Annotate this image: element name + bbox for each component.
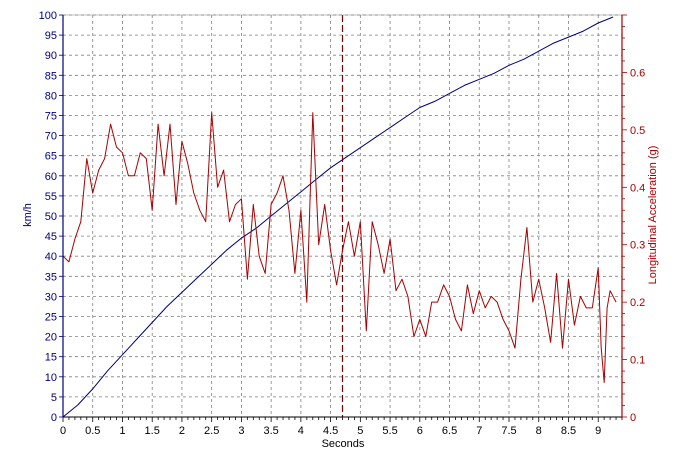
y-right-tick-label: 0 — [630, 412, 636, 424]
y-right-tick-label: 0.6 — [630, 67, 645, 79]
y-axis-right-label: Longitudinal Acceleration (g) — [647, 146, 659, 285]
series-layer — [62, 16, 617, 418]
x-tick-label: 8.5 — [561, 425, 576, 437]
speed-series-line — [62, 16, 614, 418]
x-tick-label: 1.5 — [145, 425, 160, 437]
x-tick-label: 9 — [595, 425, 601, 437]
y-left-tick-label: 70 — [45, 131, 57, 143]
y-left-tick-label: 80 — [45, 90, 57, 102]
y-left-tick-label: 30 — [45, 291, 57, 303]
x-tick-label: 0 — [60, 425, 66, 437]
x-tick-label: 4.5 — [323, 425, 338, 437]
y-left-tick-label: 15 — [45, 352, 57, 364]
y-right-tick-label: 0.3 — [630, 240, 645, 252]
y-left-tick-label: 65 — [45, 151, 57, 163]
acceleration-series-line — [62, 112, 617, 383]
x-tick-label: 6.5 — [442, 425, 457, 437]
y-right-tick-label: 0.4 — [630, 182, 645, 194]
x-tick-label: 2.5 — [204, 425, 219, 437]
x-tick-label: 7.5 — [501, 425, 516, 437]
x-tick-label: 0.5 — [85, 425, 100, 437]
x-axis-label: Seconds — [322, 438, 365, 450]
y-right-tick-label: 0.5 — [630, 125, 645, 137]
axes: 0 0.5 1 1.5 2 2.5 3 3.5 4 4.5 5 5.5 6 6.5 7 7.5 8 8.5 9051… — [39, 10, 646, 437]
x-tick-label: 1 — [119, 425, 125, 437]
x-tick-label: 2 — [179, 425, 185, 437]
y-left-tick-label: 35 — [45, 271, 57, 283]
y-left-tick-label: 90 — [45, 50, 57, 62]
y-left-tick-label: 5 — [51, 392, 57, 404]
x-tick-label: 3.5 — [263, 425, 278, 437]
y-left-tick-label: 55 — [45, 191, 57, 203]
y-left-tick-label: 0 — [51, 412, 57, 424]
y-left-tick-label: 75 — [45, 111, 57, 123]
y-right-tick-label: 0.1 — [630, 355, 645, 367]
x-tick-label: 4 — [298, 425, 304, 437]
y-left-tick-label: 10 — [45, 372, 57, 384]
y-left-tick-label: 50 — [45, 211, 57, 223]
y-axis-left-label: km/h — [22, 203, 34, 227]
y-left-tick-label: 20 — [45, 332, 57, 344]
x-tick-label: 8 — [536, 425, 542, 437]
y-left-tick-label: 60 — [45, 171, 57, 183]
x-tick-label: 6 — [417, 425, 423, 437]
x-tick-label: 7 — [476, 425, 482, 437]
labels: Seconds km/h Longitudinal Acceleration (… — [22, 146, 659, 450]
y-left-tick-label: 45 — [45, 231, 57, 243]
y-left-tick-label: 40 — [45, 251, 57, 263]
x-tick-label: 5.5 — [382, 425, 397, 437]
y-left-tick-label: 25 — [45, 312, 57, 324]
y-left-tick-label: 85 — [45, 70, 57, 82]
y-left-tick-label: 95 — [45, 30, 57, 42]
x-tick-label: 5 — [357, 425, 363, 437]
y-right-tick-label: 0.2 — [630, 297, 645, 309]
grid — [63, 14, 622, 417]
x-tick-label: 3 — [238, 425, 244, 437]
y-left-tick-label: 100 — [39, 10, 57, 22]
